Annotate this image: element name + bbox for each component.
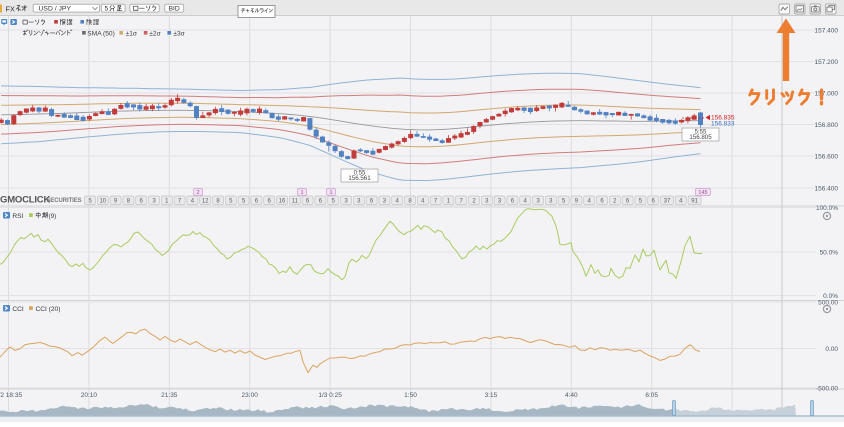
- svg-text:3: 3: [536, 199, 540, 205]
- svg-text:GMOCLICK: GMOCLICK: [0, 195, 50, 206]
- svg-text:4: 4: [588, 199, 592, 205]
- svg-text:1:50: 1:50: [404, 392, 417, 399]
- svg-text:23:00: 23:00: [242, 392, 259, 399]
- svg-text:FX: FX: [6, 4, 15, 13]
- svg-text:5: 5: [639, 199, 643, 205]
- svg-text:1: 1: [329, 190, 332, 196]
- svg-text:8: 8: [216, 199, 220, 205]
- svg-text:5: 5: [229, 199, 233, 205]
- svg-text:3: 3: [152, 199, 156, 205]
- svg-text:6: 6: [306, 199, 310, 205]
- svg-text:156.805: 156.805: [689, 134, 712, 141]
- svg-text:156.561: 156.561: [348, 175, 371, 182]
- svg-text:12: 12: [202, 199, 209, 205]
- svg-text:1: 1: [165, 199, 169, 205]
- svg-text:9: 9: [575, 199, 579, 205]
- svg-text:1: 1: [300, 190, 303, 196]
- svg-text:156.600: 156.600: [815, 153, 839, 160]
- svg-text:10: 10: [99, 199, 106, 205]
- svg-text:±2σ: ±2σ: [149, 30, 160, 37]
- svg-text:6: 6: [511, 199, 515, 205]
- svg-text:1/3 0:25: 1/3 0:25: [318, 392, 342, 399]
- svg-text:37: 37: [664, 199, 671, 205]
- svg-text:11: 11: [292, 199, 299, 205]
- svg-text:6: 6: [600, 199, 604, 205]
- svg-text:USD / JPY: USD / JPY: [39, 6, 72, 13]
- svg-text:5: 5: [242, 199, 246, 205]
- svg-text:8: 8: [127, 199, 131, 205]
- svg-text:7: 7: [178, 199, 182, 205]
- svg-text:500.00: 500.00: [818, 299, 838, 306]
- svg-text:6: 6: [319, 199, 323, 205]
- svg-text:BID: BID: [169, 6, 180, 13]
- svg-text:5: 5: [105, 6, 109, 13]
- svg-text:50.0%: 50.0%: [820, 249, 839, 256]
- svg-text:3: 3: [357, 199, 361, 205]
- svg-text:3: 3: [383, 199, 387, 205]
- svg-text:4: 4: [524, 199, 528, 205]
- svg-text:5: 5: [88, 199, 92, 205]
- svg-text:1: 1: [447, 199, 451, 205]
- svg-text:SECURITIES: SECURITIES: [47, 198, 82, 204]
- svg-text:5: 5: [562, 199, 566, 205]
- svg-text:156.835: 156.835: [711, 115, 735, 122]
- svg-text:156.833: 156.833: [711, 121, 735, 128]
- svg-text:6: 6: [370, 199, 374, 205]
- svg-text:4: 4: [191, 199, 195, 205]
- svg-text:21:35: 21:35: [161, 392, 178, 399]
- svg-text:0:55: 0:55: [354, 171, 366, 177]
- svg-text:2: 2: [613, 199, 617, 205]
- svg-text:2: 2: [196, 190, 199, 196]
- svg-text:CCI (20): CCI (20): [36, 306, 61, 313]
- svg-text:±3σ: ±3σ: [173, 30, 184, 37]
- svg-text:(9): (9): [49, 213, 57, 220]
- svg-text:5:55: 5:55: [695, 130, 707, 136]
- svg-text:100.0%: 100.0%: [816, 205, 838, 212]
- svg-text:SMA (50): SMA (50): [87, 30, 114, 37]
- svg-text:3: 3: [485, 199, 489, 205]
- svg-text:0.0%: 0.0%: [823, 293, 838, 300]
- svg-text:6: 6: [652, 199, 656, 205]
- svg-text:4: 4: [421, 199, 425, 205]
- svg-text:7: 7: [434, 199, 438, 205]
- svg-text:0.00: 0.00: [825, 346, 838, 353]
- svg-text:9: 9: [114, 199, 118, 205]
- svg-text:6: 6: [626, 199, 630, 205]
- svg-text:3: 3: [549, 199, 553, 205]
- svg-text:5: 5: [332, 199, 336, 205]
- svg-text:1/2 18:35: 1/2 18:35: [0, 392, 22, 399]
- svg-text:3: 3: [498, 199, 502, 205]
- svg-text:91: 91: [691, 199, 698, 205]
- svg-text:8: 8: [408, 199, 412, 205]
- svg-text:7: 7: [460, 199, 464, 205]
- svg-text:156.800: 156.800: [815, 122, 839, 129]
- svg-text:3: 3: [344, 199, 348, 205]
- svg-text:157.000: 157.000: [815, 90, 839, 97]
- svg-text:157.200: 157.200: [815, 59, 839, 66]
- svg-text:157.400: 157.400: [815, 27, 839, 34]
- svg-text:20:10: 20:10: [81, 392, 98, 399]
- svg-text:3:15: 3:15: [485, 392, 498, 399]
- svg-text:6:05: 6:05: [645, 392, 658, 399]
- svg-text:-500.00: -500.00: [816, 385, 838, 392]
- svg-text:2: 2: [472, 199, 476, 205]
- svg-text:6: 6: [268, 199, 272, 205]
- svg-text:RSI: RSI: [12, 213, 23, 220]
- svg-text:4: 4: [396, 199, 400, 205]
- svg-text:16: 16: [279, 199, 286, 205]
- svg-text:6: 6: [255, 199, 259, 205]
- svg-text:6: 6: [140, 199, 144, 205]
- svg-text:145: 145: [698, 190, 707, 196]
- svg-text:±1σ: ±1σ: [126, 30, 137, 37]
- svg-text:4: 4: [679, 199, 683, 205]
- svg-text:4:40: 4:40: [565, 392, 578, 399]
- svg-text:156.400: 156.400: [815, 185, 839, 192]
- svg-text:CCI: CCI: [12, 306, 24, 313]
